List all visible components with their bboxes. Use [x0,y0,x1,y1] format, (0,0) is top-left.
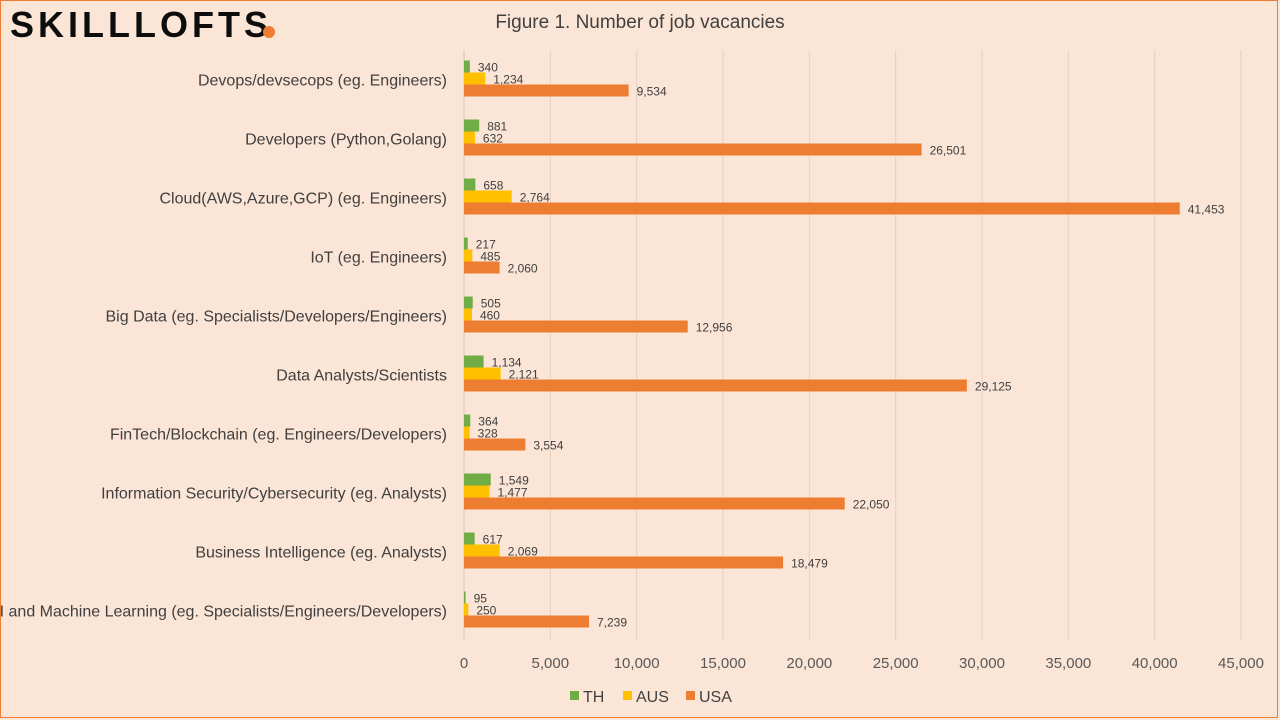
bar-usa [464,202,1180,215]
data-label: 29,125 [975,380,1012,394]
x-tick-label: 10,000 [614,655,660,672]
bar-usa [464,615,589,628]
x-tick-label: 35,000 [1045,655,1091,672]
data-label: 485 [480,250,500,264]
data-label: 22,050 [853,498,890,512]
x-tick-label: 25,000 [873,655,919,672]
category-label: Cloud(AWS,Azure,GCP) (eg. Engineers) [159,191,447,208]
bar-usa [464,438,526,451]
bar-usa [464,379,967,392]
category-label: Data Analysts/Scientists [276,368,447,385]
data-label: 460 [480,309,500,323]
data-label: 617 [483,533,503,547]
data-label: 217 [476,238,496,252]
bar-aus [464,544,500,557]
bar-th [464,414,471,427]
data-label: 18,479 [791,557,828,571]
legend-swatch-usa [686,691,695,700]
category-label: IoT (eg. Engineers) [310,250,447,267]
bar-usa [464,556,784,569]
data-label: 7,239 [597,616,627,630]
data-label: 1,134 [492,356,522,370]
x-tick-label: 0 [460,655,468,672]
data-label: 250 [476,604,496,618]
category-label: Big Data (eg. Specialists/Developers/Eng… [106,309,448,326]
bar-aus [464,426,470,439]
data-label: 1,234 [493,73,523,87]
bar-th [464,178,476,191]
bar-usa [464,261,500,274]
brand-logo: SKILLLOFTS [10,4,272,45]
bar-aus [464,249,473,262]
legend-swatch-th [570,691,579,700]
data-label: 1,549 [499,474,529,488]
bar-th [464,532,475,545]
data-label: 2,764 [520,191,550,205]
bar-aus [464,367,501,380]
data-label: 26,501 [930,144,967,158]
bar-aus [464,485,490,498]
category-label: Business Intelligence (eg. Analysts) [195,545,447,562]
data-label: 9,534 [637,85,667,99]
bar-aus [464,72,486,85]
bar-usa [464,84,629,97]
brand-logo-dot [263,26,275,38]
data-label: 2,060 [508,262,538,276]
category-label: AI and Machine Learning (eg. Specialists… [0,604,447,621]
bar-usa [464,143,922,156]
category-label: Developers (Python,Golang) [245,132,447,149]
x-tick-label: 30,000 [959,655,1005,672]
data-label: 632 [483,132,503,146]
legend-label-aus: AUS [636,689,669,706]
bar-aus [464,131,475,144]
bar-th [464,473,491,486]
data-label: 2,069 [508,545,538,559]
x-tick-label: 5,000 [532,655,570,672]
x-tick-label: 40,000 [1132,655,1178,672]
data-label: 364 [478,415,498,429]
bar-aus [464,603,469,616]
category-label: Information Security/Cybersecurity (eg. … [101,486,447,503]
data-label: 328 [478,427,498,441]
bar-usa [464,320,688,333]
bar-th [464,355,484,368]
data-label: 340 [478,61,498,75]
data-label: 881 [487,120,507,134]
x-tick-label: 15,000 [700,655,746,672]
legend-label-usa: USA [699,689,732,706]
x-tick-label: 45,000 [1218,655,1264,672]
data-label: 41,453 [1188,203,1225,217]
bar-aus [464,190,512,203]
legend-swatch-aus [623,691,632,700]
bar-th [464,119,480,132]
x-tick-label: 20,000 [786,655,832,672]
bar-th [464,591,466,604]
data-label: 12,956 [696,321,733,335]
legend-label-th: TH [583,689,604,706]
data-label: 658 [483,179,503,193]
bar-th [464,237,468,250]
category-label: Devops/devsecops (eg. Engineers) [198,73,447,90]
category-label: FinTech/Blockchain (eg. Engineers/Develo… [110,427,447,444]
data-label: 3,554 [533,439,563,453]
bar-aus [464,308,472,321]
data-label: 1,477 [498,486,528,500]
bar-usa [464,497,845,510]
bar-th [464,296,473,309]
data-label: 95 [474,592,488,606]
chart-title: Figure 1. Number of job vacancies [495,12,785,33]
data-label: 505 [481,297,501,311]
data-label: 2,121 [509,368,539,382]
bar-th [464,60,470,73]
